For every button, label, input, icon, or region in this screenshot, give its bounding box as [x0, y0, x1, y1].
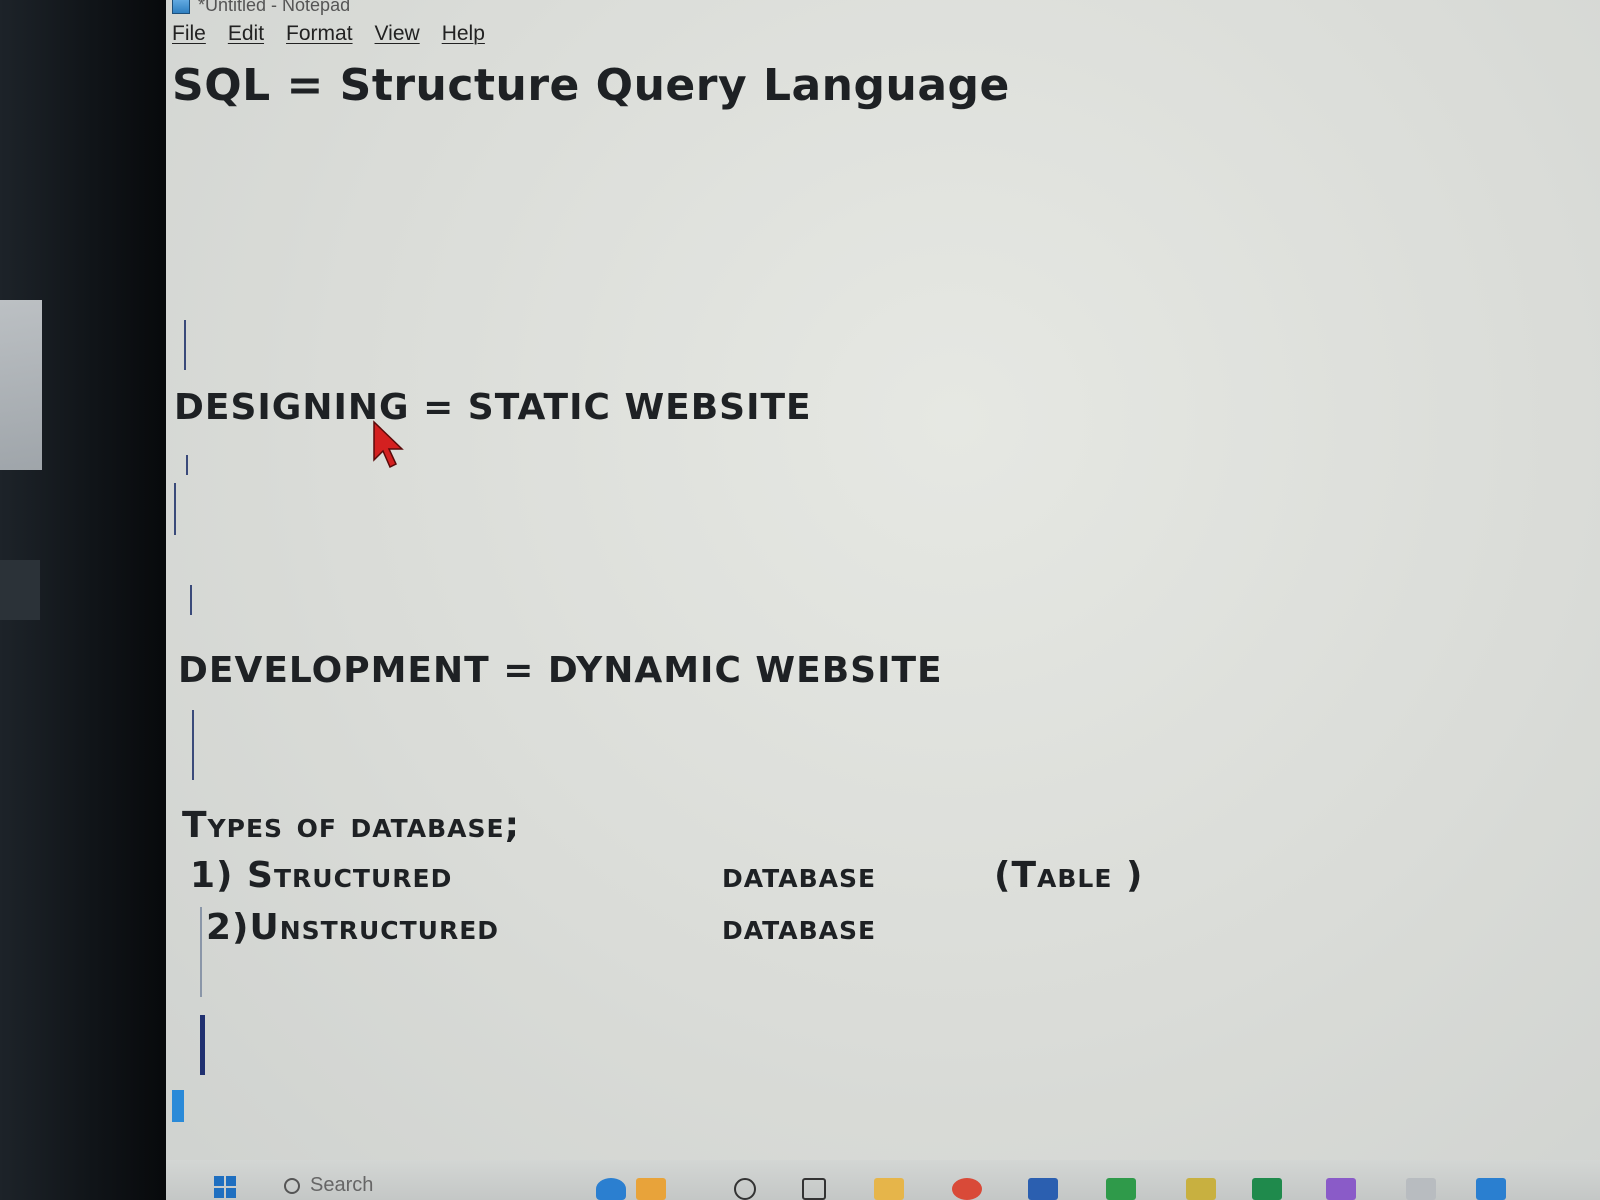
taskbar-search[interactable]: Search [284, 1174, 373, 1197]
menu-view[interactable]: View [374, 22, 420, 45]
text-cursor-mark [184, 320, 186, 370]
text-editor-area[interactable]: SQL = Structure Query Language DESIGNING… [166, 55, 1600, 1155]
menu-edit[interactable]: Edit [227, 22, 265, 45]
menu-bar: File Edit Format View Help [172, 22, 485, 46]
menu-help[interactable]: Help [441, 22, 485, 45]
text-cursor-mark [192, 710, 194, 780]
app-icon[interactable] [1186, 1178, 1216, 1200]
title-bar: *Untitled - Notepad [166, 0, 1600, 16]
text-cursor-mark [190, 585, 192, 615]
notepad-window: *Untitled - Notepad File Edit Format Vie… [166, 0, 1600, 1200]
windows-start-icon[interactable] [214, 1176, 236, 1198]
excel-icon[interactable] [1252, 1178, 1282, 1200]
text-cursor-mark [186, 455, 188, 475]
menu-file[interactable]: File [172, 22, 206, 45]
window-title: *Untitled - Notepad [198, 0, 351, 15]
file-explorer-icon[interactable] [874, 1178, 904, 1200]
pycharm-icon[interactable] [1106, 1178, 1136, 1200]
scroll-accent [172, 1090, 184, 1122]
word-icon[interactable] [1028, 1178, 1058, 1200]
taskbar: Search [166, 1160, 1600, 1200]
text-line-item-1: 1) Structured [190, 855, 453, 896]
chrome-icon[interactable] [952, 1178, 982, 1200]
background-shadow [0, 560, 40, 620]
text-line-types-heading: Types of database; [182, 805, 520, 846]
edge-icon[interactable] [596, 1178, 626, 1200]
vscode-icon[interactable] [1476, 1178, 1506, 1200]
text-line-item-2: 2)Unstructured [206, 907, 500, 948]
task-view-icon[interactable] [802, 1178, 826, 1200]
search-icon [284, 1177, 300, 1194]
text-line-designing: DESIGNING = STATIC WEBSITE [174, 387, 812, 428]
text-line-sql: SQL = Structure Query Language [172, 60, 1010, 111]
notepad-app-icon [172, 0, 190, 14]
text-item-1-table: (Table ) [994, 855, 1144, 896]
app-icon-2[interactable] [1406, 1178, 1436, 1200]
search-placeholder: Search [310, 1174, 374, 1196]
cortana-icon[interactable] [734, 1178, 756, 1200]
photos-icon[interactable] [636, 1178, 666, 1200]
mouse-pointer-icon [373, 420, 404, 469]
menu-format[interactable]: Format [286, 22, 353, 45]
text-item-1-database: database [722, 855, 877, 896]
text-line-development: DEVELOPMENT = DYNAMIC WEBSITE [178, 650, 943, 691]
visual-studio-icon[interactable] [1326, 1178, 1356, 1200]
text-cursor-mark [174, 483, 176, 535]
text-insertion-caret [200, 1015, 205, 1075]
background-glare [0, 300, 42, 470]
text-item-2-database: database [722, 907, 877, 948]
text-cursor-mark [200, 907, 202, 997]
